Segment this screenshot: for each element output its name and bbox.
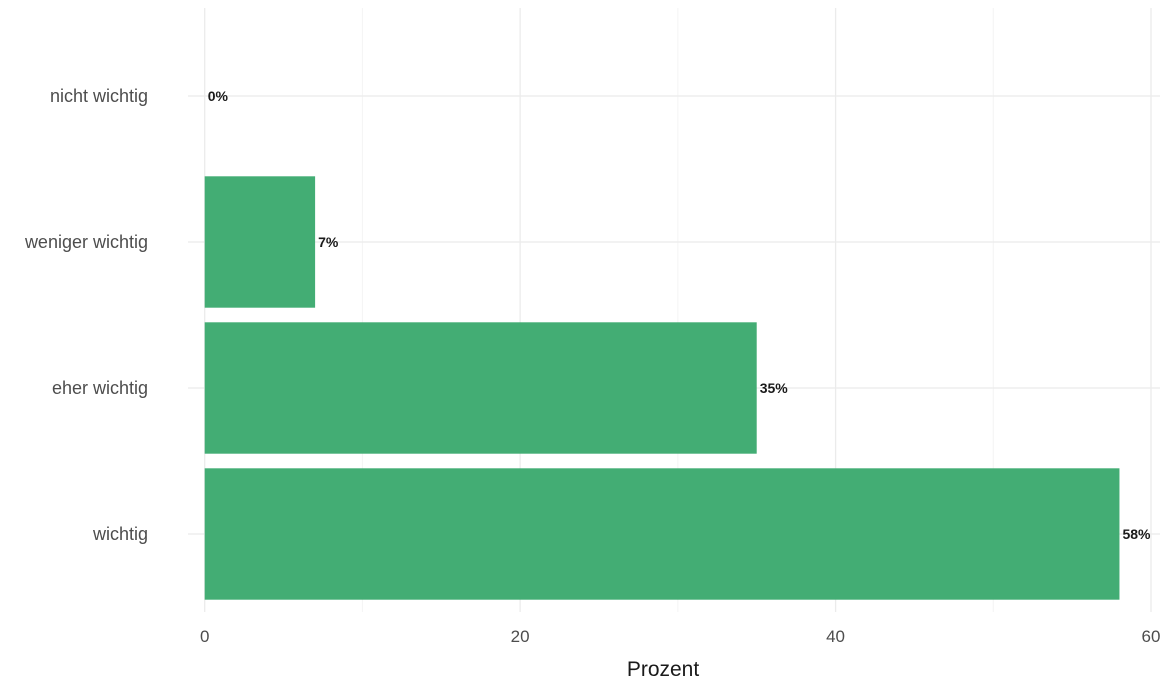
- bar-value-label: 58%: [1122, 526, 1151, 542]
- bar-value-label: 0%: [208, 88, 229, 104]
- bars: [204, 176, 1120, 600]
- x-tick-labels: 0 20 40 60: [200, 627, 1160, 646]
- x-tick-label: 60: [1142, 627, 1161, 646]
- bar: [204, 176, 316, 308]
- category-label: nicht wichtig: [50, 86, 148, 106]
- bar-value-label: 7%: [318, 234, 339, 250]
- category-label: wichtig: [92, 524, 148, 544]
- bar-value-label: 35%: [760, 380, 789, 396]
- category-label: weniger wichtig: [24, 232, 148, 252]
- x-tick-label: 20: [511, 627, 530, 646]
- category-labels: nicht wichtig weniger wichtig eher wichtig…: [24, 86, 148, 544]
- bar: [204, 468, 1120, 600]
- category-label: eher wichtig: [52, 378, 148, 398]
- x-tick-label: 0: [200, 627, 209, 646]
- x-axis-title: Prozent: [627, 658, 700, 681]
- value-labels: 0% 7% 35% 58%: [208, 88, 1151, 542]
- x-tick-label: 40: [826, 627, 845, 646]
- bar: [204, 322, 757, 454]
